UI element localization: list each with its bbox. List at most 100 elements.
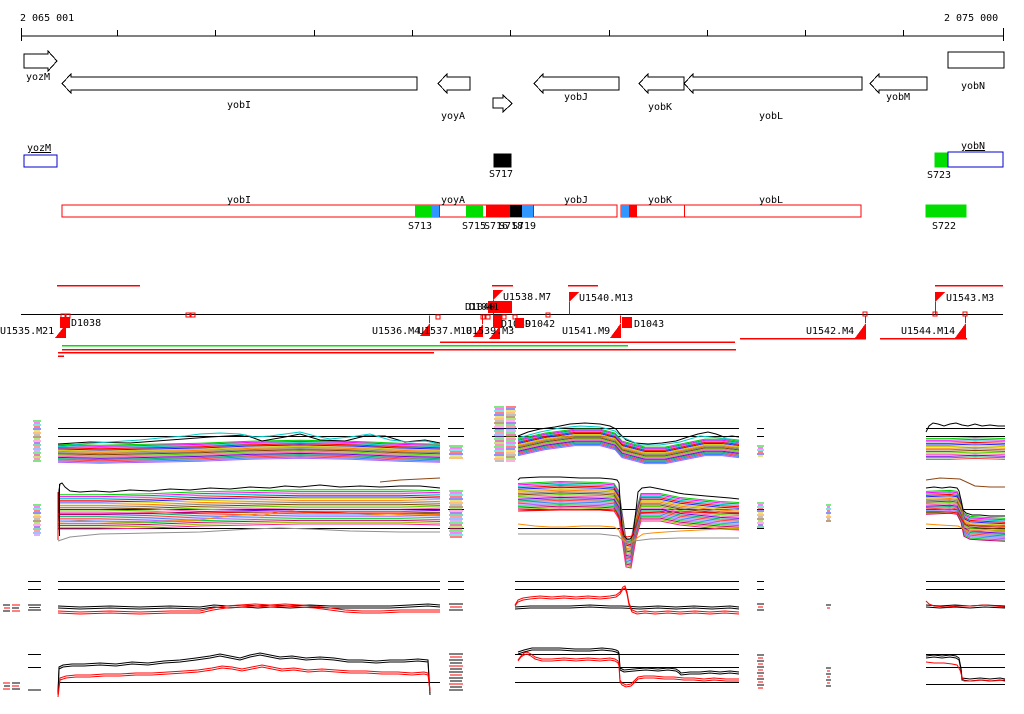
feature-box-S722[interactable] xyxy=(925,204,967,218)
down-flag-label-U1535.M21[interactable]: U1535.M21 xyxy=(0,326,54,337)
segment-fill[interactable] xyxy=(466,205,483,217)
segment-gene-label-yobL[interactable]: yobL xyxy=(759,195,783,206)
band-line xyxy=(58,509,441,516)
segment-fill[interactable] xyxy=(522,205,533,217)
gene-label-yobM[interactable]: yobM xyxy=(886,92,910,103)
up-flag-label-U1538.M7[interactable]: U1538.M7 xyxy=(503,292,551,303)
gene-arrow-yobM[interactable] xyxy=(869,72,928,95)
profile-line xyxy=(57,603,441,608)
feature-box-S723[interactable] xyxy=(934,152,949,168)
segment-gene-label-yobK[interactable]: yobK xyxy=(648,195,672,206)
gene-arrow-yobJ[interactable] xyxy=(533,72,620,95)
segment-label-S719[interactable]: S719 xyxy=(512,221,536,232)
profile-line xyxy=(517,425,740,446)
down-shift-label-D1043[interactable]: D1043 xyxy=(634,319,664,330)
gene-label-yozM[interactable]: yozM xyxy=(26,72,50,83)
promoter-square[interactable] xyxy=(485,314,491,320)
promoter-square[interactable] xyxy=(435,314,441,320)
feature-label-S722[interactable]: S722 xyxy=(932,221,956,232)
promoter-square[interactable] xyxy=(545,312,551,318)
down-flag-label-U1544.M14[interactable]: U1544.M14 xyxy=(901,326,955,337)
down-flag-triangle[interactable] xyxy=(489,326,500,339)
segment-fill[interactable] xyxy=(486,205,510,217)
segment-label-S718[interactable]: S718 xyxy=(499,221,523,232)
up-flag-triangle[interactable] xyxy=(569,292,579,302)
band-line xyxy=(57,452,441,459)
gene-label-yobI[interactable]: yobI xyxy=(227,100,251,111)
gene-label-yobJ[interactable]: yobJ xyxy=(564,92,588,103)
band-line xyxy=(517,445,740,465)
feature-box-S717[interactable] xyxy=(493,153,512,168)
segment-label-S716[interactable]: S716 xyxy=(484,221,508,232)
segment-fill[interactable] xyxy=(415,205,431,217)
down-flag-triangle[interactable] xyxy=(955,323,966,338)
band-line xyxy=(517,444,740,463)
feature-label-yozM[interactable]: yozM xyxy=(27,143,51,154)
profile-panel-1 xyxy=(33,406,1006,465)
feature-label-yobN[interactable]: yobN xyxy=(961,141,985,152)
down-flag-label-U1542.M4[interactable]: U1542.M4 xyxy=(806,326,854,337)
promoter-square[interactable] xyxy=(60,313,66,319)
down-flag-label-U1539.M3[interactable]: U1539.M3 xyxy=(466,326,514,337)
segment-gene-label-yobJ[interactable]: yobJ xyxy=(564,195,588,206)
promoter-square[interactable] xyxy=(185,312,191,318)
gene-arrow-yoyA[interactable] xyxy=(437,72,471,95)
down-shift-box-D1040[interactable] xyxy=(488,301,512,313)
promoter-square[interactable] xyxy=(512,314,518,320)
profile-line xyxy=(57,527,440,542)
segment-fill[interactable] xyxy=(431,205,439,217)
segment-fill[interactable] xyxy=(510,205,522,217)
up-flag-label-U1543.M3[interactable]: U1543.M3 xyxy=(946,293,994,304)
segment-label-S715[interactable]: S715 xyxy=(462,221,486,232)
gene-arrow-yobK[interactable] xyxy=(638,72,685,95)
feature-box-yozM[interactable] xyxy=(23,154,58,168)
promoter-square[interactable] xyxy=(962,311,968,317)
down-flag-label-U1536.M4[interactable]: U1536.M4 xyxy=(372,326,420,337)
promoter-square[interactable] xyxy=(480,314,486,320)
band-line xyxy=(926,440,1006,443)
feature-label-S717[interactable]: S717 xyxy=(489,169,513,180)
down-shift-label-D1040[interactable]: D1040 xyxy=(465,302,495,313)
segment-label-S713[interactable]: S713 xyxy=(408,221,432,232)
down-shift-label-D1041[interactable]: D1041 xyxy=(469,302,499,313)
gene-box-yobN[interactable] xyxy=(947,51,1005,69)
gene-arrow-yozM[interactable] xyxy=(23,49,58,73)
segment-gene-label-yobI[interactable]: yobI xyxy=(227,195,251,206)
feature-label-S723[interactable]: S723 xyxy=(927,170,951,181)
band-line xyxy=(58,498,441,505)
gene-label-yobL[interactable]: yobL xyxy=(759,111,783,122)
down-flag-triangle[interactable] xyxy=(855,323,866,338)
down-shift-label-D1038[interactable]: D1038 xyxy=(71,318,101,329)
down-shift-box-D1038[interactable] xyxy=(60,317,70,328)
up-flag-triangle[interactable] xyxy=(493,290,503,300)
up-flag-triangle[interactable] xyxy=(935,292,945,302)
down-shift-box-D1039[interactable] xyxy=(493,315,502,328)
down-flag-triangle[interactable] xyxy=(420,323,430,336)
segment-fill[interactable] xyxy=(621,205,629,217)
up-flag-label-U1540.M13[interactable]: U1540.M13 xyxy=(579,293,633,304)
promoter-square[interactable] xyxy=(932,311,938,317)
segment-outline-box[interactable] xyxy=(620,204,862,218)
gene-arrow-yobL[interactable] xyxy=(683,72,863,95)
segment-fill[interactable] xyxy=(629,205,637,217)
promoter-square[interactable] xyxy=(190,312,196,318)
down-flag-triangle[interactable] xyxy=(610,323,621,338)
gene-label-yobN[interactable]: yobN xyxy=(961,81,985,92)
feature-box-yobN[interactable] xyxy=(947,151,1004,168)
gene-label-yobK[interactable]: yobK xyxy=(648,102,672,113)
band-line xyxy=(57,454,441,461)
promoter-square[interactable] xyxy=(862,311,868,317)
down-flag-label-U1541.M9[interactable]: U1541.M9 xyxy=(562,326,610,337)
down-shift-box-D1043[interactable] xyxy=(622,317,632,328)
promoter-square[interactable] xyxy=(65,313,71,319)
gene-label-yoyA[interactable]: yoyA xyxy=(441,111,465,122)
down-shift-label-D1042[interactable]: D1042 xyxy=(525,319,555,330)
segment-gene-label-yoyA[interactable]: yoyA xyxy=(441,195,465,206)
gene-arrow-yobI[interactable] xyxy=(61,72,418,95)
gene-arrow-unnamed[interactable] xyxy=(492,93,513,114)
down-shift-box-D1042[interactable] xyxy=(515,318,524,328)
promoter-square[interactable] xyxy=(501,314,507,320)
down-flag-triangle[interactable] xyxy=(473,324,483,337)
down-flag-label-U1537.M10[interactable]: U1537.M10 xyxy=(418,326,472,337)
gene-arrow-track: yozM yobI yoyA yobJ yobK yobL yobM yobN xyxy=(23,49,1005,122)
